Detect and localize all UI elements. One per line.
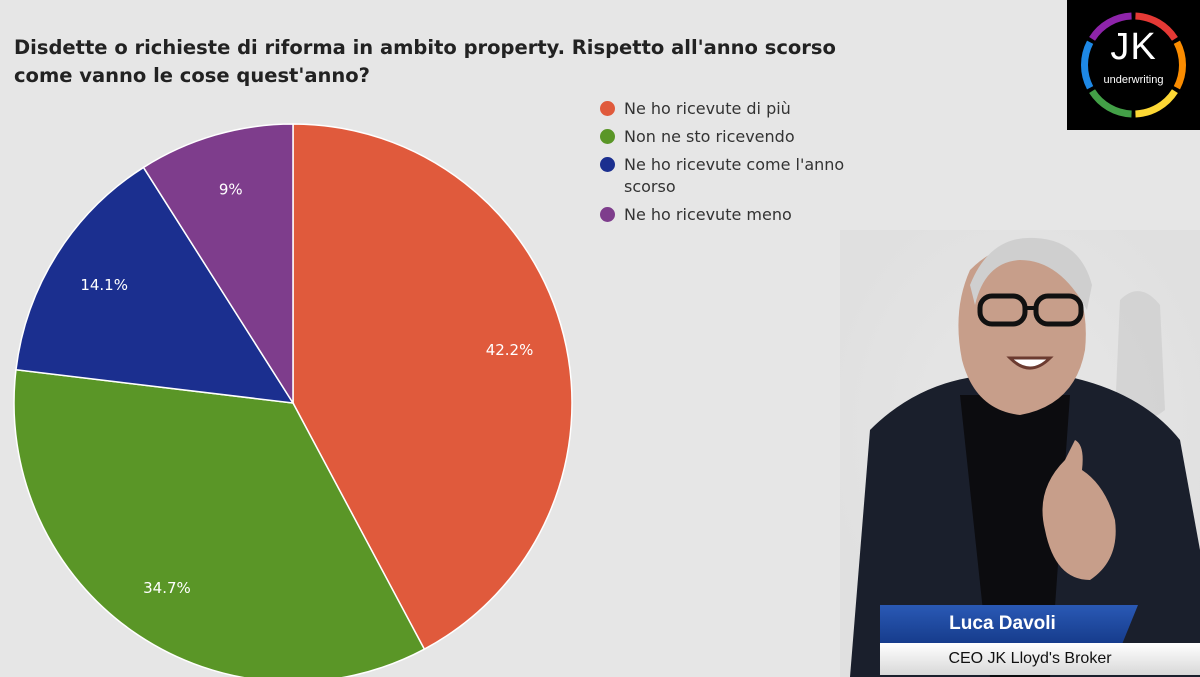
logo-ring-segment bbox=[1089, 12, 1132, 41]
legend-item[interactable]: Ne ho ricevute di più bbox=[600, 98, 900, 120]
presenter-video bbox=[840, 230, 1200, 677]
logo-ring-icon bbox=[1081, 12, 1186, 118]
presenter-name: Luca Davoli bbox=[949, 613, 1056, 634]
logo-ring-segment bbox=[1135, 89, 1178, 118]
slice-label: 14.1% bbox=[80, 276, 128, 294]
name-banner bbox=[880, 605, 1138, 643]
presenter-role: CEO JK Lloyd's Broker bbox=[948, 650, 1112, 667]
pie-slice[interactable] bbox=[292, 123, 573, 651]
legend-item[interactable]: Ne ho ricevute meno bbox=[600, 204, 900, 226]
logo-ring-segment bbox=[1173, 40, 1186, 90]
legend-item[interactable]: Non ne sto ricevendo bbox=[600, 126, 900, 148]
legend-item[interactable]: Ne ho ricevute come l'anno scorso bbox=[600, 154, 900, 198]
legend-label: Ne ho ricevute di più bbox=[624, 99, 791, 118]
presenter-face bbox=[958, 246, 1086, 415]
chart-legend: Ne ho ricevute di più Non ne sto riceven… bbox=[600, 98, 900, 232]
logo-text: JK bbox=[1110, 26, 1157, 68]
logo-ring-segment bbox=[1135, 12, 1178, 41]
legend-label: Ne ho ricevute come l'anno scorso bbox=[624, 155, 845, 196]
legend-swatch bbox=[600, 157, 615, 172]
legend-swatch bbox=[600, 129, 615, 144]
presenter-hair bbox=[970, 237, 1092, 310]
logo-ring-segment bbox=[1081, 40, 1094, 90]
slice-label: 34.7% bbox=[143, 579, 191, 597]
logo-subtext: underwriting bbox=[1103, 74, 1164, 86]
role-banner bbox=[880, 643, 1200, 675]
logo-ring-segment bbox=[1089, 89, 1132, 118]
pie-slice[interactable] bbox=[142, 123, 294, 406]
legend-swatch bbox=[600, 207, 615, 222]
jk-underwriting-logo: JK underwriting bbox=[1067, 0, 1200, 130]
pie-slice[interactable] bbox=[15, 166, 295, 404]
chart-title: Disdette o richieste di riforma in ambit… bbox=[14, 36, 836, 87]
pie-chart: 42.2% 34.7% 14.1% 9% bbox=[13, 123, 573, 677]
slice-label: 42.2% bbox=[486, 341, 534, 359]
legend-swatch bbox=[600, 101, 615, 116]
presenter-hand bbox=[1042, 440, 1116, 580]
slice-label: 9% bbox=[219, 181, 243, 199]
legend-label: Non ne sto ricevendo bbox=[624, 127, 795, 146]
legend-label: Ne ho ricevute meno bbox=[624, 205, 792, 224]
